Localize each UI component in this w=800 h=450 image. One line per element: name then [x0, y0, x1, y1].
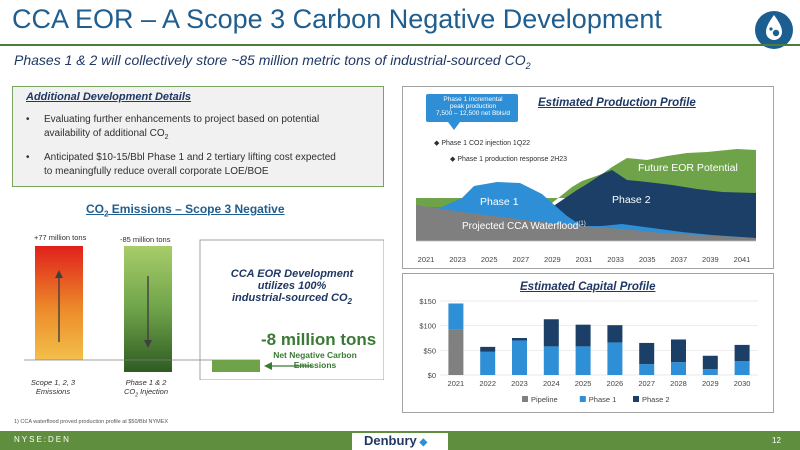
- capital-y-tick: $100: [419, 322, 436, 331]
- phase2-label: Phase 2: [612, 194, 651, 206]
- cca-development-text: CCA EOR Development utilizes 100% industri…: [230, 268, 354, 307]
- capital-bar-phase-1: [480, 351, 496, 375]
- footer-logo: Denbury ◆: [364, 433, 428, 448]
- injection-bar-label: Phase 1 & 2 CO2 Injection: [123, 378, 169, 399]
- capital-x-tick: 2026: [607, 379, 624, 388]
- capital-bar-phase-1: [734, 361, 750, 375]
- details-box: [12, 86, 384, 187]
- capital-bar-phase-1: [671, 362, 686, 375]
- scope-value-label: +77 million tons: [34, 233, 87, 242]
- capital-bar-phase-1: [702, 369, 718, 375]
- title-divider: [0, 44, 800, 46]
- capital-bar-phase-1: [543, 346, 559, 375]
- ticker-label: NYSE:DEN: [14, 435, 71, 444]
- legend-swatch: [633, 396, 639, 402]
- legend-swatch: [579, 396, 586, 402]
- details-bullet-2: Anticipated $10-15/Bbl Phase 1 and 2 ter…: [44, 152, 336, 177]
- capital-bar-phase-1: [512, 340, 527, 375]
- page-number: 12: [772, 436, 781, 445]
- capital-bar-phase-2: [543, 319, 559, 347]
- legend-label: Phase 1: [589, 395, 617, 404]
- marker2-label: ◆ Phase 1 production response 2H23: [450, 156, 568, 163]
- capital-bar-phase-2: [607, 325, 623, 343]
- emissions-title: CO2 Emissions – Scope 3 Negative: [86, 202, 285, 219]
- production-x-tick: 2039: [702, 255, 719, 264]
- capital-bar-phase-1: [639, 364, 655, 375]
- legend-label: Phase 2: [642, 395, 670, 404]
- page-title: CCA EOR – A Scope 3 Carbon Negative Deve…: [12, 4, 662, 34]
- capital-bar-phase-1: [575, 346, 591, 375]
- scope-bar-label: Scope 1, 2, 3 Emissions: [30, 378, 76, 396]
- capital-y-tick: $50: [423, 346, 436, 355]
- capital-x-tick: 2021: [448, 379, 465, 388]
- production-x-tick: 2037: [670, 255, 688, 264]
- marker1-label: ◆ Phase 1 CO2 injection 1Q22: [434, 140, 531, 147]
- peak-production-callout: [426, 94, 518, 122]
- callout-text: Phase 1 incremental peak production 7,500 …: [435, 96, 511, 117]
- production-x-tick: 2041: [733, 255, 751, 264]
- waterflood-label: Projected CCA Waterflood(1): [462, 221, 586, 232]
- bullet-dot-icon: •: [26, 152, 30, 163]
- footnote: 1) CCA waterflood proved production prof…: [14, 419, 169, 425]
- capital-x-tick: 2030: [734, 379, 751, 388]
- denbury-drop-logo-icon: [755, 11, 793, 49]
- capital-bar-phase-1: [448, 303, 464, 330]
- details-heading: Additional Development Details: [26, 91, 192, 103]
- phase1-label: Phase 1: [480, 196, 519, 208]
- capital-y-tick: $150: [419, 297, 436, 306]
- capital-x-tick: 2022: [479, 379, 496, 388]
- capital-bar-phase-2: [575, 324, 591, 347]
- capital-x-tick: 2024: [543, 379, 560, 388]
- emissions-diagram: [24, 239, 384, 380]
- production-x-tick: 2035: [638, 255, 656, 264]
- production-profile-chart: Projected CCA Waterflood(1): [402, 86, 774, 269]
- capital-y-tick: $0: [428, 371, 436, 380]
- capital-bar-phase-2: [671, 339, 686, 363]
- bullet-dot-icon: •: [26, 114, 30, 125]
- capital-bar-phase-2: [639, 342, 655, 365]
- net-negative-label: Net Negative Carbon Emissions: [273, 350, 357, 370]
- injection-value-label: -85 million tons: [120, 235, 171, 244]
- capital-bar-phase-2: [702, 355, 718, 370]
- production-x-tick: 2021: [417, 255, 435, 264]
- legend-label: Pipeline: [531, 395, 558, 404]
- legend-swatch: [522, 396, 528, 402]
- capital-x-tick: 2023: [511, 379, 528, 388]
- net-negative-value: -8 million tons: [261, 330, 377, 349]
- production-x-axis: 2021 2023 2025 2027 2029 2031 2033 2035 2037 2039…: [402, 255, 774, 265]
- cca-callout-box: [199, 239, 384, 380]
- production-x-tick: 2033: [607, 255, 624, 264]
- capital-bar-pipeline: [448, 329, 464, 375]
- production-chart-title: Estimated Production Profile: [538, 97, 696, 109]
- production-x-tick: 2027: [512, 255, 530, 264]
- page-subtitle: Phases 1 & 2 will collectively store ~85…: [14, 52, 531, 71]
- production-x-tick: 2025: [480, 255, 498, 264]
- capital-x-tick: 2025: [575, 379, 592, 388]
- waterflood-area: [416, 205, 756, 241]
- net-negative-bar: [212, 360, 260, 372]
- capital-bar-phase-2: [512, 338, 527, 341]
- capital-x-tick: 2027: [638, 379, 655, 388]
- production-x-tick: 2031: [575, 255, 593, 264]
- capital-chart-title: Estimated Capital Profile: [520, 281, 656, 293]
- capital-profile-chart: $0 $50 $100 $150 2021 2022 2023 2024 2025 2026 202…: [402, 273, 774, 413]
- capital-bar-phase-2: [734, 344, 750, 362]
- capital-bar-phase-1: [607, 342, 623, 375]
- production-x-tick: 2023: [449, 255, 466, 264]
- capital-x-tick: 2029: [702, 379, 719, 388]
- future-eor-label: Future EOR Potential: [638, 162, 738, 174]
- footer-logo-box: [352, 433, 448, 450]
- details-bullet-1: Evaluating further enhancements to proje…: [44, 114, 320, 141]
- capital-bar-phase-2: [480, 346, 496, 352]
- drop-icon: ◆: [416, 437, 428, 448]
- capital-x-tick: 2028: [670, 379, 687, 388]
- production-x-tick: 2029: [544, 255, 561, 264]
